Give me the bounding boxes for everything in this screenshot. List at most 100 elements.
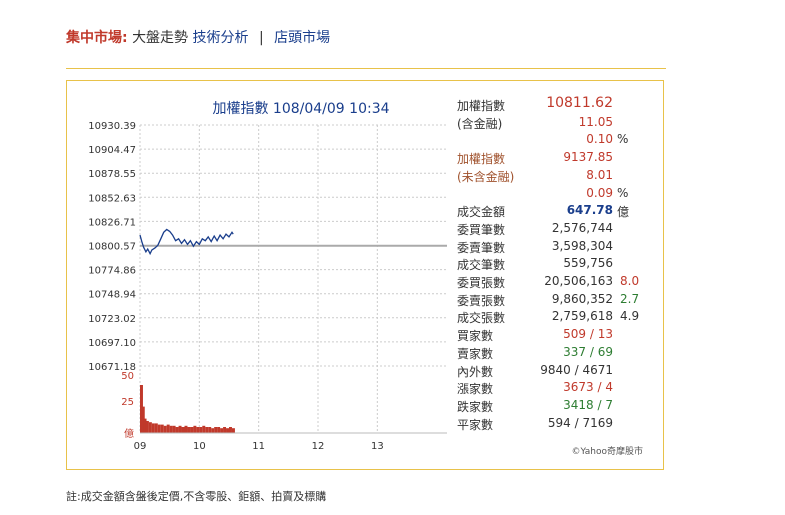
volume-bar — [202, 425, 206, 433]
stat-value: 9137.85 — [563, 150, 613, 165]
x-tick-label: 09 — [134, 441, 147, 452]
volume-bar — [223, 427, 227, 433]
footnote: 註:成交金額含盤後定價,不含零股、鉅額、拍賣及標購 — [66, 490, 327, 503]
stat-unit: % — [617, 132, 629, 147]
stat-row: 0.10% — [457, 132, 657, 148]
volume-tick-label: 50 — [121, 371, 134, 382]
stat-row: 委買張數 20,506,163 8.0 — [457, 274, 657, 290]
chart-title: 加權指數 108/04/09 10:34 — [212, 101, 389, 117]
x-tick-label: 12 — [312, 441, 325, 452]
market-nav: 集中市場: 大盤走勢 技術分析 | 店頭市場 — [66, 27, 330, 47]
stat-row: 成交金額 647.78 億 — [457, 203, 657, 219]
stat-row: (未含金融) 8.01 — [457, 168, 657, 184]
stat-label: 加權指數 — [457, 152, 506, 167]
stat-label: 買家數 — [457, 329, 494, 344]
nav-current-tab[interactable]: 大盤走勢 — [132, 30, 189, 46]
volume-bar — [169, 425, 173, 433]
stat-label: 賣家數 — [457, 346, 494, 361]
volume-tick-label: 億 — [124, 427, 134, 440]
stat-value: 559,756 — [563, 256, 613, 271]
stat-value: 509 / 13 — [563, 327, 613, 342]
stat-value: 0.09 — [586, 185, 613, 200]
stat-value: 2,759,618 — [551, 309, 613, 324]
copyright-text: ©Yahoo奇摩股市 — [571, 447, 644, 457]
volume-bar — [148, 422, 152, 433]
volume-bar — [151, 423, 155, 433]
volume-bar — [229, 427, 232, 433]
x-tick-label: 10 — [193, 441, 206, 452]
stat-row: 成交張數 2,759,618 4.9 — [457, 309, 657, 325]
stat-row: 跌家數 3418 / 7 — [457, 398, 657, 414]
volume-bar — [231, 428, 235, 433]
stat-label: 漲家數 — [457, 382, 494, 397]
stat-ratio: 4.9 — [620, 309, 640, 324]
y-tick-label: 10774.86 — [88, 266, 136, 277]
x-tick-label: 13 — [371, 441, 384, 452]
stat-value: 9840 / 4671 — [540, 362, 613, 377]
y-tick-label: 10904.47 — [88, 145, 136, 156]
volume-bar — [141, 406, 145, 433]
y-tick-label: 10826.71 — [88, 217, 136, 228]
volume-bar — [220, 428, 224, 433]
stat-unit: 億 — [617, 205, 630, 220]
stat-value: 2,576,744 — [551, 220, 613, 235]
volume-tick-label: 25 — [121, 397, 134, 408]
volume-bar — [154, 423, 158, 433]
stat-label: 委賣筆數 — [457, 240, 506, 255]
stat-row: 0.09% — [457, 186, 657, 202]
nav-separator: | — [258, 30, 264, 46]
stat-ratio: 2.7 — [620, 291, 640, 306]
volume-bar — [226, 428, 229, 433]
volume-bar — [211, 428, 215, 433]
stat-value: 10811.62 — [546, 95, 613, 111]
stat-label: 委買張數 — [457, 276, 506, 290]
stat-value: 8.01 — [586, 167, 613, 182]
volume-bar — [217, 427, 221, 433]
stat-row: 加權指數 10811.62 — [457, 95, 657, 113]
volume-bar — [172, 425, 176, 433]
market-panel: 加權指數 108/04/09 10:34 10930.39 10904.47 108… — [66, 80, 664, 470]
nav-technical-analysis-link[interactable]: 技術分析 — [192, 30, 249, 46]
stat-row: 平家數 594 / 7169 — [457, 416, 657, 432]
stat-label: 成交金額 — [457, 205, 506, 220]
stat-label: 加權指數 — [457, 99, 506, 113]
stat-label: (未含金融) — [457, 169, 515, 184]
stat-label: (含金融) — [457, 116, 503, 131]
stat-label: 成交張數 — [457, 311, 506, 326]
volume-bar — [190, 427, 194, 433]
stat-label: 成交筆數 — [457, 258, 506, 273]
stat-row: 成交筆數 559,756 — [457, 256, 657, 272]
stat-label: 跌家數 — [457, 399, 494, 414]
stat-value: 0.10 — [586, 132, 613, 147]
volume-bar — [181, 427, 185, 433]
stat-label: 委買筆數 — [457, 222, 506, 237]
volume-bar — [160, 424, 164, 433]
volume-bar — [143, 418, 147, 433]
stat-value: 3418 / 7 — [563, 397, 613, 412]
stat-label: 內外數 — [457, 364, 494, 379]
stat-value: 3673 / 4 — [563, 380, 613, 395]
stat-row: (含金融) 11.05 — [457, 115, 657, 131]
y-tick-label: 10800.57 — [88, 242, 136, 253]
stat-label: 委賣張數 — [457, 293, 506, 308]
stat-row: 委買筆數 2,576,744 — [457, 221, 657, 237]
volume-bar — [178, 425, 182, 433]
nav-otc-market-link[interactable]: 店頭市場 — [274, 30, 331, 46]
stat-row: 漲家數 3673 / 4 — [457, 380, 657, 396]
volume-bar — [175, 427, 179, 433]
volume-bar — [145, 421, 149, 433]
volume-bar — [214, 427, 218, 433]
y-tick-label: 10852.63 — [88, 193, 136, 204]
stat-value: 20,506,163 — [544, 274, 613, 288]
y-tick-label: 10878.55 — [88, 169, 136, 180]
index-series-line — [139, 228, 234, 256]
stat-ratio: 8.0 — [620, 274, 640, 288]
stat-value: 337 / 69 — [563, 344, 613, 359]
y-tick-label: 10930.39 — [88, 121, 136, 132]
stat-value: 647.78 — [566, 203, 613, 218]
stat-value: 594 / 7169 — [547, 415, 613, 430]
volume-bar — [140, 385, 143, 433]
y-tick-label: 10697.10 — [88, 338, 136, 349]
header-divider — [66, 68, 666, 69]
stat-row: 委賣張數 9,860,352 2.7 — [457, 292, 657, 308]
